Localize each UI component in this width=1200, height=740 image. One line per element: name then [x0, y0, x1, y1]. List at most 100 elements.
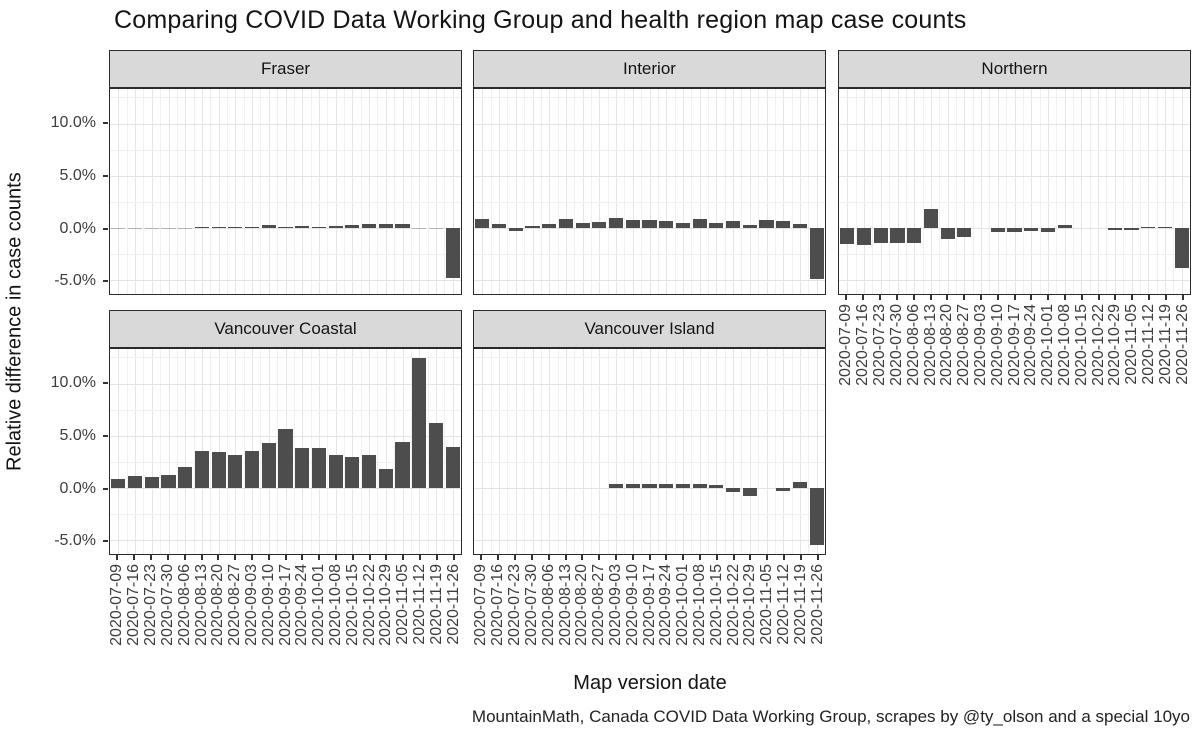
- gridline-v: [632, 349, 634, 554]
- x-tick-label: 2020-10-15: [1072, 304, 1090, 386]
- gridline-h: [474, 280, 825, 282]
- gridline-v-minor: [524, 349, 526, 554]
- gridline-v-minor: [193, 89, 195, 294]
- x-tick-label: 2020-09-24: [1022, 304, 1040, 386]
- bar: [1141, 226, 1156, 229]
- gridline-v: [1014, 89, 1016, 294]
- bar: [709, 485, 724, 489]
- gridline-v: [783, 349, 785, 554]
- x-tick-mark: [665, 555, 668, 560]
- x-tick-mark: [200, 555, 203, 560]
- facet-strip-label: Northern: [981, 59, 1048, 78]
- gridline-v: [235, 349, 237, 554]
- bar: [311, 448, 326, 489]
- bar: [1124, 228, 1139, 230]
- bar: [395, 223, 410, 229]
- bar: [178, 227, 193, 229]
- y-tick-mark: [103, 174, 108, 177]
- x-tick-mark: [1181, 295, 1184, 300]
- x-tick-mark: [452, 555, 455, 560]
- x-tick-label: 2020-07-09: [472, 564, 490, 646]
- gridline-v: [1081, 89, 1083, 294]
- gridline-v: [1131, 89, 1133, 294]
- gridline-v-minor: [143, 89, 145, 294]
- gridline-v-minor: [774, 89, 776, 294]
- bar: [261, 443, 276, 489]
- bar: [742, 225, 757, 229]
- gridline-v: [616, 89, 618, 294]
- x-tick-mark: [631, 555, 634, 560]
- bar: [328, 454, 343, 489]
- gridline-v: [515, 349, 517, 554]
- gridline-v-minor: [1006, 89, 1008, 294]
- gridline-v: [335, 89, 337, 294]
- gridline-h: [474, 540, 825, 542]
- gridline-v-minor: [227, 349, 228, 554]
- x-tick-label: 2020-08-27: [955, 304, 973, 386]
- gridline-v-minor: [607, 89, 609, 294]
- bar: [609, 217, 624, 229]
- x-tick-label: 2020-07-09: [837, 304, 855, 386]
- x-tick-label: 2020-11-19: [1156, 304, 1174, 385]
- gridline-v-minor: [427, 89, 429, 294]
- x-tick-label: 2020-09-10: [623, 564, 641, 646]
- bar: [759, 219, 774, 229]
- bar: [362, 454, 377, 489]
- y-tick-mark: [103, 487, 108, 490]
- gridline-v: [649, 349, 651, 554]
- gridline-v: [682, 89, 684, 294]
- gridline-v-minor: [774, 349, 776, 554]
- x-tick-label: 2020-08-20: [938, 304, 956, 386]
- bar: [542, 223, 557, 229]
- gridline-v-minor: [607, 349, 609, 554]
- facet-strip-label: Interior: [623, 59, 676, 78]
- bar: [261, 225, 276, 229]
- x-tick-label: 2020-08-27: [590, 564, 608, 646]
- bar: [957, 228, 972, 238]
- gridline-h-minor: [474, 97, 825, 99]
- bar: [675, 222, 690, 229]
- bar: [659, 220, 674, 229]
- x-tick-mark: [183, 555, 186, 560]
- x-tick-label: 2020-09-17: [276, 564, 294, 646]
- gridline-v: [1114, 89, 1116, 294]
- gridline-v-minor: [741, 89, 743, 294]
- bar: [990, 228, 1005, 233]
- bar: [776, 221, 791, 229]
- gridline-v: [1064, 89, 1066, 294]
- gridline-v-minor: [758, 89, 760, 294]
- gridline-h-minor: [474, 357, 825, 359]
- gridline-v: [402, 89, 404, 294]
- gridline-v-minor: [641, 349, 643, 554]
- gridline-h-minor: [110, 97, 461, 99]
- x-tick-label: 2020-10-22: [724, 564, 742, 646]
- x-tick-label: 2020-07-30: [158, 564, 176, 646]
- x-tick-label: 2020-09-03: [971, 304, 989, 386]
- gridline-v-minor: [1056, 89, 1058, 294]
- y-tick-label: 5.0%: [59, 166, 96, 184]
- x-tick-mark: [368, 555, 371, 560]
- gridline-v: [847, 89, 849, 294]
- gridline-v: [452, 89, 454, 294]
- gridline-v: [118, 349, 120, 554]
- gridline-v-minor: [344, 349, 345, 554]
- gridline-v: [218, 89, 220, 294]
- gridline-v-minor: [160, 349, 162, 554]
- bar: [1040, 228, 1055, 232]
- facet-strip: Vancouver Island: [473, 310, 826, 348]
- bar: [228, 227, 243, 229]
- bar: [211, 227, 226, 229]
- facet-strip: Interior: [473, 50, 826, 88]
- gridline-v: [864, 89, 866, 294]
- bar: [776, 488, 791, 492]
- gridline-v-minor: [1089, 89, 1091, 294]
- facet-strip: Vancouver Coastal: [109, 310, 462, 348]
- gridline-v-minor: [691, 349, 693, 554]
- x-tick-mark: [419, 555, 421, 560]
- gridline-h-minor: [839, 97, 1190, 99]
- gridline-v-minor: [540, 89, 542, 294]
- gridline-v: [201, 89, 203, 294]
- gridline-h-minor: [474, 149, 825, 151]
- bar: [245, 227, 260, 229]
- gridline-v-minor: [922, 89, 924, 294]
